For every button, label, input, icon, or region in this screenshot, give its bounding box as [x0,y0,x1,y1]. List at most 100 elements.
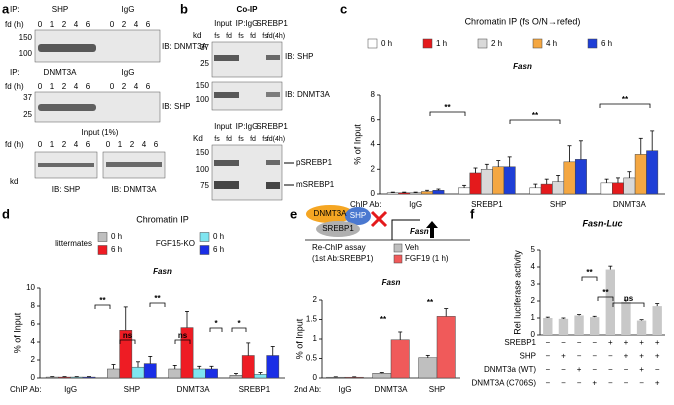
y-tick-label: 6 [371,115,376,124]
panel-label: b [180,1,188,16]
bar [143,363,157,379]
annotation: ** [99,296,106,305]
lane: fs [214,136,220,143]
y-tick-label: 4 [371,140,376,149]
legend-swatch [477,38,488,49]
bracket [581,276,598,281]
lane: 2 [62,82,67,91]
ip-ab: IgG [122,5,135,14]
x-tick-label: DNMT3A [613,200,647,209]
bracket [509,119,561,124]
legend-swatch [199,232,210,242]
bar [390,339,410,379]
header: SREBP1 [256,122,288,131]
bracket [612,302,645,307]
lane: 4 [134,20,139,29]
condition-mark: − [608,379,613,388]
legend-swatch [422,38,433,49]
marker: 100 [19,49,33,58]
marker: 150 [19,33,33,42]
gene: Fasn [410,227,429,236]
condition-mark: − [624,365,629,374]
lane: fd [226,33,232,40]
lane: 6 [146,20,151,29]
blot-bands [38,44,280,189]
lane: 1 [118,140,123,149]
x-tick-label: IgG [64,385,77,394]
bracket [429,111,466,116]
legend-swatch [393,243,403,253]
lane: 4 [142,140,147,149]
legend-group: littermates [55,239,92,248]
bracket [209,327,223,332]
legend-swatch [199,245,210,255]
condition-mark: − [592,365,597,374]
legend-label: 0 h [111,232,122,241]
bar [421,191,433,195]
x-tick-label: DNMT3A [375,385,409,394]
header: Input [214,19,233,28]
condition-mark: + [624,338,629,347]
condition-mark: − [592,338,597,347]
bar [131,366,145,379]
condition-mark: + [639,338,644,347]
lane: 6 [86,140,91,149]
protein: SREBP1 [322,224,354,233]
legend-swatch [393,254,403,264]
header: IP:IgG [236,19,259,28]
condition-mark: − [639,379,644,388]
x-tick-label: IgG [339,385,352,394]
bar [45,376,59,379]
marker: 25 [23,110,32,119]
ib: IB: SHP [285,52,313,61]
header: Input [214,122,233,131]
lane: 1 [50,20,55,29]
x-tick-label: IgG [409,200,422,209]
condition-mark: + [624,352,629,361]
lane: 4 [74,20,79,29]
bar [386,192,399,195]
x-tick-label: SREBP1 [239,385,271,394]
y-tick-label: 10 [26,283,35,292]
legend-label: 2 h [491,39,502,48]
y-tick-label: 1 [313,334,318,343]
legend-label: 6 h [213,245,224,254]
panel-label: c [340,1,347,16]
marker: 37 [200,43,209,52]
ip-ab: SHP [52,5,68,14]
bracket [149,302,166,307]
x-axis-label: ChIP Ab: [350,200,381,209]
chart-subtitle: Fasn [153,267,172,276]
lane: 1 [50,140,55,149]
bar [432,190,445,195]
legend-swatch [587,38,598,49]
annotation: ** [154,294,161,303]
lane: 0 [38,20,43,29]
blots [34,29,283,201]
band-arrows [284,162,294,186]
bracket [174,339,191,344]
bar [636,320,647,335]
bar [436,316,456,379]
lane: fs [214,33,220,40]
assay-ab: (1st Ab:SREBP1) [312,254,374,263]
bar [600,182,613,195]
lane: fs [238,136,244,143]
bar [552,181,565,195]
marker: 100 [196,95,210,104]
y-tick-label: 0 [371,189,376,198]
bar [605,269,615,335]
kd: kd [10,177,18,186]
lane: 4 [74,82,79,91]
bar [612,182,624,195]
lane: fd(4h) [267,33,285,40]
x-tick-label: SREBP1 [471,200,503,209]
y-tick-label: 2 [531,296,536,305]
x-axis-label: 2nd Ab: [294,385,321,394]
bar [652,306,662,335]
condition-mark: + [592,379,597,388]
kd: Kd [193,134,203,143]
assay: Re-ChIP assay [312,243,366,252]
legend-swatch [532,38,543,49]
